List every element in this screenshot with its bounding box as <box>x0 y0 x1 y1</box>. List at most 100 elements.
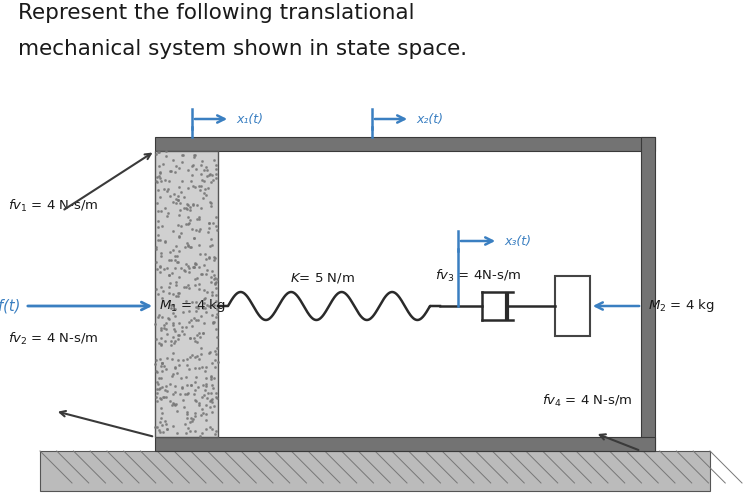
Point <box>206 359 218 367</box>
Point <box>160 382 172 390</box>
Point <box>192 212 204 220</box>
Point <box>199 184 211 192</box>
Point <box>150 393 162 401</box>
Point <box>210 427 222 435</box>
Point <box>189 353 201 361</box>
Text: $fv_3$ = 4N-s/m: $fv_3$ = 4N-s/m <box>435 268 521 284</box>
Point <box>178 204 189 212</box>
Point <box>210 174 222 182</box>
Point <box>189 151 201 159</box>
Point <box>167 370 179 378</box>
Point <box>208 301 220 309</box>
Point <box>165 341 177 349</box>
Point <box>164 192 176 200</box>
Point <box>159 237 171 245</box>
Point <box>159 238 171 246</box>
Point <box>195 204 207 212</box>
Point <box>155 325 167 333</box>
Point <box>189 260 201 268</box>
Point <box>190 298 202 306</box>
Point <box>186 225 198 233</box>
Point <box>172 233 184 241</box>
Point <box>209 255 221 263</box>
Point <box>195 270 207 278</box>
Point <box>196 429 208 437</box>
Point <box>184 353 196 361</box>
Point <box>193 399 205 407</box>
Text: x₁(t): x₁(t) <box>236 113 263 125</box>
Point <box>156 313 168 321</box>
Point <box>173 319 185 327</box>
Point <box>152 236 164 244</box>
Point <box>200 410 212 418</box>
Point <box>188 151 200 159</box>
Point <box>152 217 164 225</box>
Point <box>198 286 210 294</box>
Point <box>190 165 202 173</box>
Point <box>169 363 181 371</box>
Point <box>177 356 189 364</box>
Point <box>193 364 205 372</box>
Point <box>178 266 190 274</box>
Point <box>166 256 178 264</box>
Point <box>189 275 201 283</box>
Point <box>153 312 165 320</box>
Point <box>173 361 185 369</box>
Point <box>185 177 197 185</box>
Point <box>167 333 179 341</box>
Point <box>163 272 175 280</box>
Point <box>207 318 219 326</box>
Bar <box>641 137 655 451</box>
Point <box>203 255 215 263</box>
Point <box>205 372 217 380</box>
Point <box>200 363 212 371</box>
Point <box>196 408 208 416</box>
Point <box>163 177 175 185</box>
Point <box>160 393 172 401</box>
Point <box>182 201 194 209</box>
Point <box>150 422 162 430</box>
Point <box>184 203 195 211</box>
Bar <box>155 437 655 451</box>
Point <box>153 339 165 347</box>
Point <box>203 254 215 262</box>
Point <box>209 279 221 287</box>
Point <box>165 337 177 345</box>
Point <box>154 169 166 177</box>
Point <box>201 171 213 179</box>
Point <box>189 260 201 268</box>
Point <box>151 199 163 207</box>
Point <box>183 389 195 397</box>
Point <box>157 222 169 230</box>
Point <box>210 284 222 292</box>
Point <box>172 292 184 300</box>
Point <box>166 291 178 299</box>
Point <box>205 389 217 397</box>
Point <box>200 380 212 388</box>
Point <box>189 316 201 324</box>
Point <box>154 168 166 176</box>
Point <box>162 209 174 217</box>
Point <box>196 404 208 412</box>
Point <box>150 150 162 158</box>
Point <box>155 404 167 412</box>
Point <box>163 283 175 291</box>
Point <box>184 243 196 251</box>
Point <box>166 167 178 175</box>
Bar <box>40 451 710 491</box>
Point <box>169 325 181 333</box>
Point <box>209 363 221 371</box>
Point <box>176 323 188 331</box>
Text: $fv_2$ = 4 N-s/m: $fv_2$ = 4 N-s/m <box>8 331 99 347</box>
Point <box>161 330 173 338</box>
Point <box>155 341 167 349</box>
Point <box>187 161 199 169</box>
Point <box>210 297 222 305</box>
Point <box>156 421 168 429</box>
Point <box>168 400 180 408</box>
Point <box>172 335 184 343</box>
Point <box>193 186 205 194</box>
Point <box>185 414 197 422</box>
Point <box>175 229 187 237</box>
Point <box>203 171 215 179</box>
